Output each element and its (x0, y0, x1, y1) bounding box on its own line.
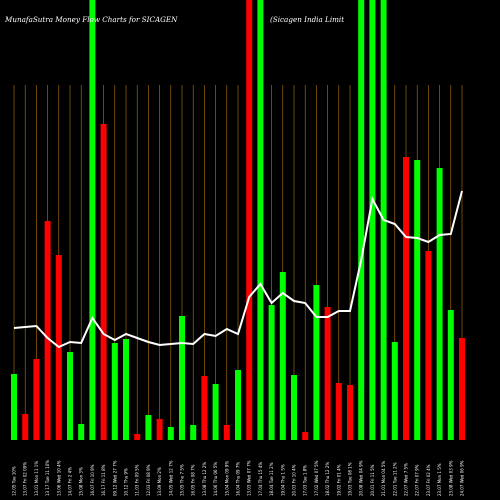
bar (123, 339, 129, 440)
bar (167, 427, 174, 440)
x-tick-label: 15.04 Mon 09 9% (224, 461, 229, 496)
x-tick-label: 13.03 Wed 07 7% (247, 460, 252, 496)
x-tick-label: 16.17 Fri 11 8% (101, 464, 106, 496)
x-tick-label: 17.02 Wed 07 5% (314, 460, 319, 496)
bar (447, 310, 454, 440)
bar (302, 432, 309, 440)
bar (268, 305, 275, 440)
x-tick-label: 23.07 Mon 1 5% (437, 463, 442, 496)
bar (134, 434, 141, 440)
x-tick-label: 15.05 Thu 7 5% (180, 464, 185, 496)
bar (11, 374, 17, 440)
bar (335, 383, 342, 440)
x-tick-label: 14.06 Thu 06 5% (213, 462, 218, 496)
bar (201, 376, 208, 440)
bar (347, 385, 353, 440)
bar (78, 424, 85, 440)
x-tick-label: 13.01 Mon 11 1% (34, 461, 39, 496)
x-tick-label: 15.08 Mon 3% (79, 467, 84, 496)
x-tick-label: 22.01 Tue 11 2% (392, 462, 397, 496)
chart-title: MunafaSutra Money Flow Charts for SICAGE… (4, 15, 178, 24)
x-tick-label: 17.04 Thu 15 4% (258, 462, 263, 496)
x-tick-label: 12.03 Fri 08 9% (146, 464, 151, 496)
chart-subtitle: (Sicagen India Limit (270, 15, 344, 24)
x-tick-label: 22.07 Wed 7 5% (404, 463, 409, 496)
x-tick-label: 13.07 Fri 02 09% (23, 462, 28, 496)
bar (190, 425, 197, 440)
bar (44, 221, 51, 440)
x-tick-label: 16.07 Fri 10 9% (90, 464, 95, 496)
x-tick-label: 13.09 Mon 2% (157, 467, 162, 496)
bar (358, 0, 365, 440)
bar (145, 415, 152, 440)
bar (313, 285, 320, 440)
x-tick-label: 13 17 Tue 11 10% (45, 460, 50, 496)
x-tick-label: 10.12 Thu 9% (124, 468, 129, 496)
x-tick-label: 20.03 Fri 10 4% (292, 464, 297, 496)
bar (403, 157, 409, 440)
bar (89, 0, 96, 440)
bar (67, 352, 73, 440)
bar (436, 168, 443, 440)
x-tick-label: 23.08 Wed 03 9% (448, 460, 453, 496)
bar (257, 0, 264, 440)
x-tick-label: 19.04 Thu 1 5% (280, 464, 285, 496)
x-tick-label: 18.02 Thu 12 2% (325, 462, 330, 496)
x-tick-label: 20.08 Wed 04 9% (359, 460, 364, 496)
bar (459, 338, 465, 440)
bar (291, 375, 297, 440)
bar (391, 342, 398, 440)
bar (279, 272, 286, 440)
x-tick-label: 23.07 Fri 02 4% (426, 464, 431, 496)
x-tick-labels: 12.05 Tue 10% 13.07 Fri 02 09% 13.01 Mon 1… (12, 460, 465, 496)
x-tick-label: 11.03 Fri 09 5% (135, 464, 140, 496)
x-tick-label: 24.07 Wed 06 9% (460, 460, 465, 496)
x-tick-label: 16.05 Fri 08 7% (191, 464, 196, 496)
x-tick-label: 22.07 Fri 07 9% (415, 464, 420, 496)
bars (11, 0, 465, 440)
x-tick-label: 20.01 Fri 11 5% (370, 464, 375, 496)
x-tick-label: 21.01 Mon 04 5% (381, 461, 386, 496)
x-tick-label: 19.02 Fri 01 4% (336, 464, 341, 496)
x-tick-label: 17.03 Tue 1 8% (303, 465, 308, 496)
x-tick-label: 14.05 Wed 12 7% (168, 460, 173, 496)
bar (425, 251, 432, 440)
bar (33, 359, 40, 440)
bar (100, 124, 107, 440)
bar (212, 384, 219, 440)
money-flow-line (13, 190, 463, 349)
bar (111, 343, 118, 440)
bar (246, 0, 253, 440)
bar (223, 425, 230, 440)
x-tick-label: 16.04 Thu 09 7% (236, 462, 241, 496)
bar (414, 160, 421, 440)
x-tick-label: 09.12 Wed 27 7% (112, 460, 117, 496)
bar (179, 316, 185, 440)
bar (156, 419, 163, 440)
x-tick-label: 13.08 Thu 12 2% (202, 462, 207, 496)
x-tick-label: 12.05 Tue 10% (12, 466, 17, 496)
x-tick-label: 19.03 Tue 08 1% (348, 462, 353, 496)
bar (369, 0, 376, 440)
bar (324, 307, 331, 440)
x-tick-label: 18.04 Tue 11 2% (269, 462, 274, 496)
x-tick-label: 14.07 Fri 2 4% (68, 467, 73, 496)
x-tick-label: 13.06 Wed 10 4% (56, 460, 61, 496)
bar (22, 414, 29, 440)
bar (235, 370, 241, 440)
